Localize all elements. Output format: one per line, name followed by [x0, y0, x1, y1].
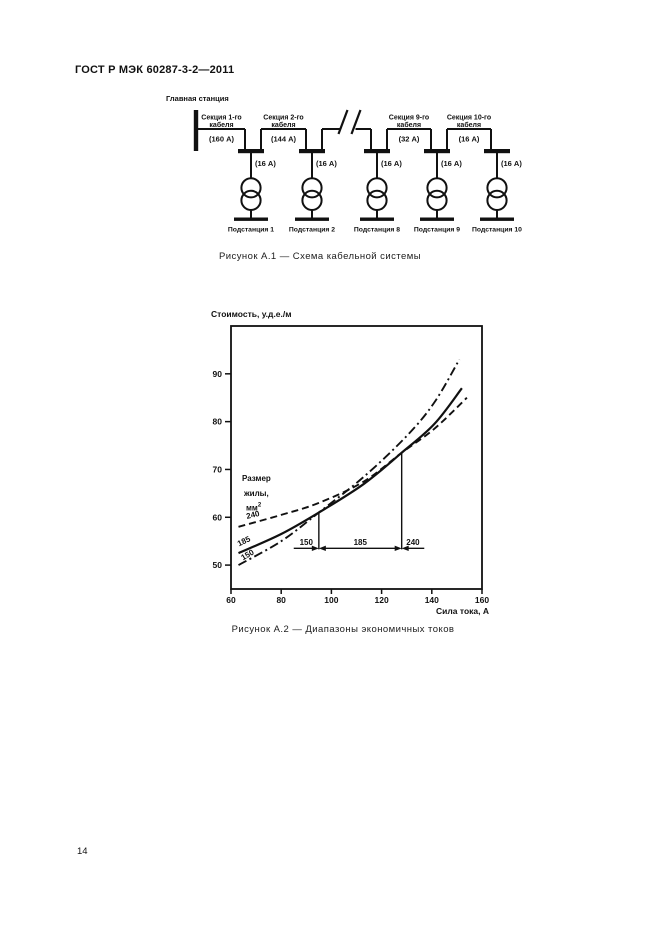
- y-tick-label: 50: [213, 560, 223, 570]
- drop-current-label: (16 А): [316, 159, 337, 168]
- substation-bar: [295, 217, 329, 221]
- x-tick-label: 60: [226, 595, 236, 605]
- break-slash-icon: [350, 109, 362, 135]
- section-current-label: (160 А): [209, 135, 235, 144]
- page-number: 14: [77, 846, 88, 857]
- x-tick-label: 120: [375, 595, 389, 605]
- curve-240: [238, 397, 468, 528]
- range-label: 185: [354, 538, 368, 547]
- plot-frame: [230, 325, 483, 590]
- transformer-icon: [301, 177, 323, 199]
- figure-a1-caption: Рисунок А.1 — Схема кабельной системы: [218, 251, 421, 262]
- substation-label: Подстанция 2: [289, 227, 335, 234]
- main-station-label: Главная станция: [166, 94, 229, 103]
- range-label: 150: [300, 538, 314, 547]
- break-slash-icon: [337, 109, 349, 135]
- figure-a2-chart: Стоимость, у.д.е./м Сила тока, А 60 80 100 12…: [211, 309, 489, 616]
- drop-current-label: (16 А): [441, 159, 462, 168]
- drop-current-label: (16 А): [381, 159, 402, 168]
- substation-label: Подстанция 10: [472, 227, 522, 234]
- arrowhead-icon: [394, 545, 402, 552]
- junction-bar: [299, 149, 325, 154]
- section-label: Секция 2-го: [263, 115, 303, 122]
- y-axis-label: Стоимость, у.д.е./м: [211, 309, 292, 319]
- drop-current-label: (16 А): [255, 159, 276, 168]
- substation-bar: [480, 217, 514, 221]
- substation-bar: [420, 217, 454, 221]
- y-tick-label: 60: [213, 512, 223, 522]
- substation-bar: [234, 217, 268, 221]
- arrowhead-icon: [401, 545, 409, 552]
- arrowhead-icon: [311, 545, 319, 552]
- x-tick-label: 80: [276, 595, 286, 605]
- x-axis-label: Сила тока, А: [436, 606, 489, 616]
- curve-150: [238, 359, 461, 566]
- drop-current-label: (16 А): [501, 159, 522, 168]
- substation-label: Подстанция 8: [354, 227, 400, 234]
- curve-label-185: 185: [236, 534, 252, 548]
- junction-bar: [364, 149, 390, 154]
- section-label: кабеля: [209, 121, 233, 129]
- transformer-icon: [486, 189, 508, 211]
- range-label: 240: [406, 538, 420, 547]
- section-label: кабеля: [271, 121, 295, 129]
- arrowhead-icon: [318, 545, 326, 552]
- substation-label: Подстанция 1: [228, 227, 274, 234]
- section-label: кабеля: [397, 121, 421, 129]
- y-tick-label: 90: [213, 369, 223, 379]
- legend-title: жилы,: [243, 489, 269, 498]
- transformer-icon: [301, 189, 323, 211]
- transformer-icon: [426, 189, 448, 211]
- section-label: кабеля: [457, 121, 481, 129]
- x-tick-label: 160: [475, 595, 489, 605]
- legend-title: Размер: [242, 474, 271, 483]
- junction-bar: [238, 149, 264, 154]
- y-tick-label: 70: [213, 464, 223, 474]
- section-label: Секция 10-го: [447, 115, 491, 122]
- curve-185: [238, 387, 463, 555]
- junction-bar: [424, 149, 450, 154]
- substation-label: Подстанция 9: [414, 227, 460, 234]
- document-header: ГОСТ Р МЭК 60287-3-2—2011: [75, 64, 235, 76]
- figure-a2-caption: Рисунок А.2 — Диапазоны экономичных токо…: [231, 624, 455, 635]
- transformer-icon: [366, 189, 388, 211]
- substation-bar: [360, 217, 394, 221]
- transformer-icon: [240, 189, 262, 211]
- x-tick-label: 100: [324, 595, 338, 605]
- x-tick-label: 140: [425, 595, 439, 605]
- transformer-icon: [486, 177, 508, 199]
- curve-label-150: 150: [240, 547, 257, 562]
- junction-bar: [484, 149, 510, 154]
- section-current-label: (144 А): [271, 135, 297, 144]
- y-tick-label: 80: [213, 417, 223, 427]
- section-current-label: (32 А): [399, 135, 420, 144]
- curve-label-240: 240: [245, 509, 261, 521]
- transformer-icon: [426, 177, 448, 199]
- section-label: Секция 9-го: [389, 115, 429, 122]
- main-station-busbar: [193, 110, 199, 151]
- transformer-icon: [240, 177, 262, 199]
- transformer-icon: [366, 177, 388, 199]
- section-label: Секция 1-го: [201, 115, 241, 122]
- section-current-label: (16 А): [459, 135, 480, 144]
- legend-title-unit: мм2: [246, 503, 262, 513]
